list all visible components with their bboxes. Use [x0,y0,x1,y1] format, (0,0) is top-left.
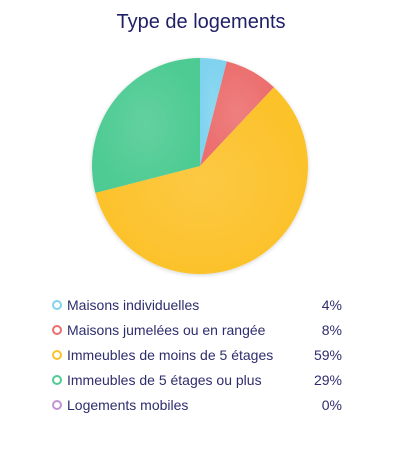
legend-label: Maisons individuelles [67,297,200,313]
legend-marker-icon [52,325,62,335]
legend-marker-icon [52,300,62,310]
legend-value: 0% [321,397,342,413]
legend-item-2[interactable]: Maisons jumelées ou en rangée 8% [50,319,350,344]
legend-label: Immeubles de 5 étages ou plus [67,372,262,388]
legend-marker-icon [52,350,62,360]
legend-value: 29% [313,372,342,388]
pie-chart [91,58,308,274]
legend-item-5[interactable]: Logements mobiles 0% [50,394,350,419]
legend-label: Maisons jumelées ou en rangée [67,322,266,338]
legend-item-3[interactable]: Immeubles de moins de 5 étages 59% [50,344,350,369]
chart-title: Type de logements [116,11,286,33]
legend-label: Immeubles de moins de 5 étages [67,347,274,363]
pie-slices [91,58,308,274]
legend-item-4[interactable]: Immeubles de 5 étages ou plus 29% [50,369,350,394]
legend-label: Logements mobiles [67,397,189,413]
pie-slice-3[interactable] [95,87,308,274]
chart-legend: Maisons individuelles 4% Maisons jumelées … [50,294,350,419]
legend-item-1[interactable]: Maisons individuelles 4% [50,294,350,319]
legend-value: 59% [313,347,342,363]
legend-value: 8% [321,322,342,338]
pie-slice-4[interactable] [91,58,200,193]
legend-value: 4% [321,297,342,313]
pie-slice-2[interactable] [200,61,274,166]
pie-slice-1[interactable] [200,58,227,166]
legend-marker-icon [52,375,62,385]
legend-marker-icon [52,400,62,410]
